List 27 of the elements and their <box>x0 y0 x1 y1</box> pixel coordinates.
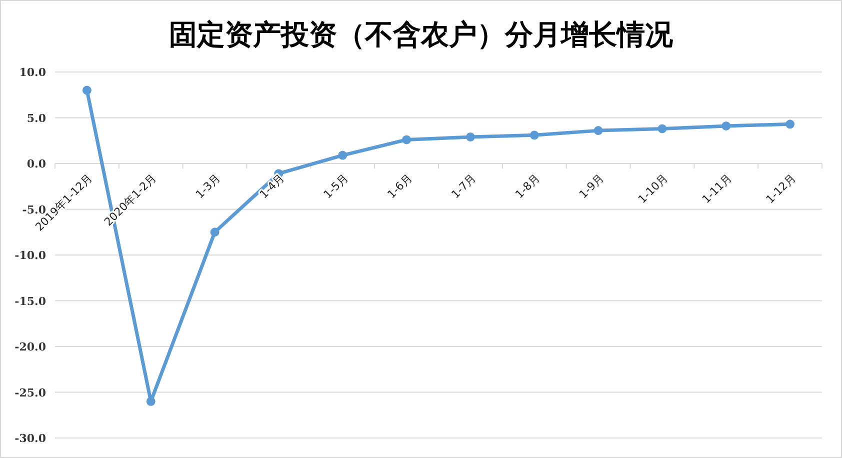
point <box>146 396 156 406</box>
x-tick-label: 1-6月 <box>384 171 415 202</box>
y-tick-label: -15.0 <box>14 294 46 308</box>
y-tick-label: -20.0 <box>14 340 46 354</box>
y-tick-label: 10.0 <box>19 66 46 79</box>
point <box>530 130 539 140</box>
point <box>210 228 220 237</box>
point <box>338 150 348 160</box>
y-tick-label: 5.0 <box>26 112 46 125</box>
x-tick-label: 1-7月 <box>448 171 479 202</box>
y-tick-label: -30.0 <box>14 432 46 445</box>
point <box>658 124 667 134</box>
point <box>722 121 731 130</box>
y-tick-label: -25.0 <box>14 386 46 400</box>
point <box>82 86 92 95</box>
y-tick-label: -10.0 <box>14 249 46 262</box>
point <box>594 126 603 136</box>
x-tick-label: 1-5月 <box>321 171 351 202</box>
x-tick-label: 1-9月 <box>576 171 606 202</box>
title: 固定资产投资（不含农户）分月增长情况 <box>169 18 673 51</box>
point <box>786 120 795 129</box>
point <box>466 132 475 142</box>
x-tick-label: 1-4月 <box>257 171 287 202</box>
y-tick-label: 0.0 <box>26 158 46 170</box>
point <box>402 135 412 144</box>
x-tick-label: 1-3月 <box>193 171 223 202</box>
x-tick-label: 1-8月 <box>512 171 542 202</box>
